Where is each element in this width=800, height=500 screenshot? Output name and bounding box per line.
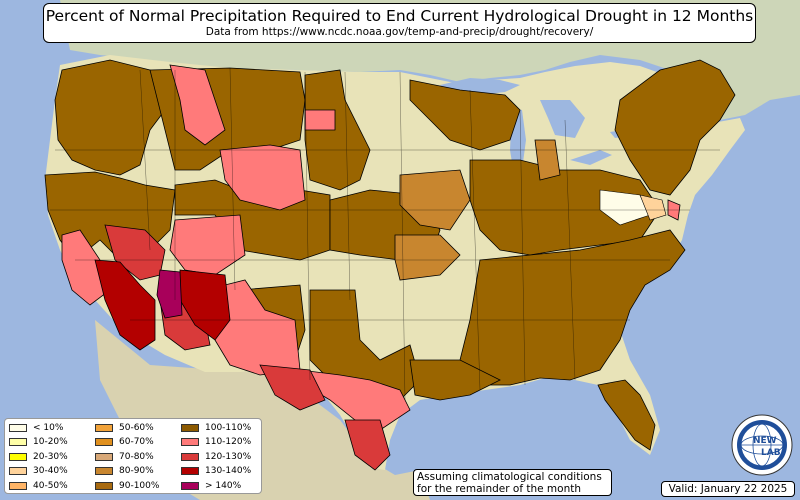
legend-label: 10-20% <box>33 437 68 448</box>
region-n-plains <box>304 69 371 191</box>
region-tx-red <box>259 364 326 411</box>
legend-item: 50-60% <box>95 422 159 434</box>
region-great-lakes <box>409 79 521 151</box>
region-florida <box>597 379 656 451</box>
legend-item: 80-90% <box>95 465 159 477</box>
legend-item: 70-80% <box>95 451 159 463</box>
legend-swatch <box>181 438 199 447</box>
legend-label: 80-90% <box>119 466 154 477</box>
region-light-2 <box>639 194 667 221</box>
legend-swatch <box>95 467 113 476</box>
region-iowa-tan <box>399 169 471 231</box>
legend-item: 120-130% <box>181 451 251 463</box>
legend-label: 120-130% <box>205 451 252 462</box>
valid-date: Valid: January 22 2025 <box>661 481 795 497</box>
map-subtitle: Data from https://www.ncdc.noaa.gov/temp… <box>205 26 594 38</box>
state-lines <box>50 67 720 401</box>
legend-swatch <box>95 452 113 461</box>
legend-swatch <box>181 467 199 476</box>
lake-huron <box>540 100 585 138</box>
svg-text:NEW: NEW <box>753 436 777 446</box>
legend-item: 40-50% <box>9 480 68 492</box>
legend: < 10% 10-20% 20-30% 30-40% 40-50% 50-60%… <box>4 418 262 494</box>
legend-item: 30-40% <box>9 465 68 477</box>
region-socal-darkred <box>94 259 156 351</box>
legend-item: 60-70% <box>95 436 159 448</box>
legend-item: 90-100% <box>95 480 159 492</box>
legend-label: 60-70% <box>119 437 154 448</box>
legend-label: 20-30% <box>33 451 68 462</box>
legend-label: 100-110% <box>205 423 252 433</box>
region-wyoming-pink <box>219 144 306 211</box>
legend-swatch <box>9 452 27 461</box>
legend-label: 110-120% <box>205 437 252 448</box>
legend-swatch <box>95 481 113 490</box>
legend-swatch <box>181 452 199 461</box>
legend-column-3: 100-110% 110-120% 120-130% 130-140% > 14… <box>181 422 251 494</box>
region-northeast <box>614 59 736 196</box>
legend-swatch <box>181 481 199 490</box>
region-light-1 <box>599 189 651 226</box>
legend-label: 70-80% <box>119 451 154 462</box>
legend-label: 40-50% <box>33 480 68 491</box>
region-idaho-pink <box>169 64 226 146</box>
region-s-texas-red <box>344 419 391 471</box>
legend-label: < 10% <box>33 423 64 433</box>
legend-swatch <box>95 424 113 432</box>
legend-item: 10-20% <box>9 436 68 448</box>
legend-item: 100-110% <box>181 422 251 434</box>
legend-label: 30-40% <box>33 466 68 477</box>
svg-text:LAB: LAB <box>761 448 781 458</box>
note-line-2: for the remainder of the month <box>417 483 582 495</box>
legend-swatch <box>181 424 199 432</box>
legend-item: < 10% <box>9 422 68 434</box>
assumption-note: Assuming climatological conditions for t… <box>413 469 612 496</box>
legend-swatch <box>9 481 27 490</box>
legend-swatch <box>95 438 113 447</box>
legend-label: 130-140% <box>205 466 252 477</box>
legend-column-2: 50-60% 60-70% 70-80% 80-90% 90-100% <box>95 422 159 494</box>
map-title: Percent of Normal Precipitation Required… <box>45 7 754 25</box>
legend-item: > 140% <box>181 480 251 492</box>
legend-swatch <box>9 438 27 447</box>
title-box: Percent of Normal Precipitation Required… <box>43 3 756 43</box>
legend-label: 90-100% <box>119 480 160 491</box>
legend-label: 50-60% <box>119 423 154 433</box>
region-calif-pink <box>61 229 111 306</box>
legend-swatch <box>9 424 27 432</box>
legend-item: 130-140% <box>181 465 251 477</box>
region-gulf-coast <box>409 359 501 401</box>
legend-label: > 140% <box>205 480 242 491</box>
legend-swatch <box>9 467 27 476</box>
region-sd-pink <box>304 109 336 131</box>
legend-column-1: < 10% 10-20% 20-30% 30-40% 40-50% <box>9 422 68 494</box>
legend-item: 110-120% <box>181 436 251 448</box>
legend-item: 20-30% <box>9 451 68 463</box>
lake-erie <box>570 150 612 165</box>
region-az-magenta <box>156 269 183 319</box>
note-line-1: Assuming climatological conditions <box>417 471 602 483</box>
globe-logo-icon: NEW LAB <box>731 414 793 476</box>
